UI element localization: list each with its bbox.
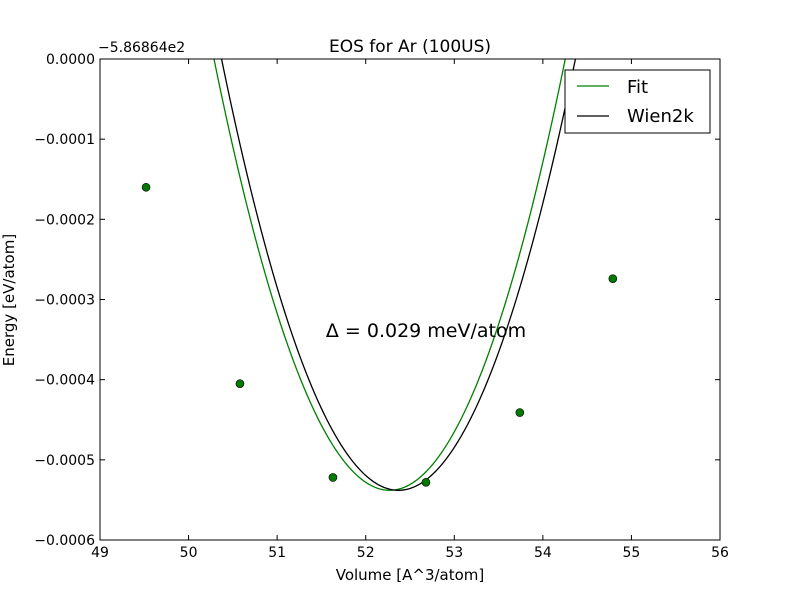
series-layer [213,59,577,491]
x-tick-label: 54 [534,545,552,561]
y-tick-label: −0.0001 [34,132,95,148]
chart-title: EOS for Ar (100US) [329,37,491,57]
y-tick-label: −0.0006 [34,533,95,549]
x-tick-label: 52 [357,545,375,561]
x-tick-label: 53 [445,545,463,561]
data-point [421,477,431,487]
legend-label-wien2k: Wien2k [627,106,694,127]
delta-annotation: Δ = 0.029 meV/atom [326,320,526,342]
data-points-layer [141,182,618,487]
fit-curve [213,59,566,491]
legend: Fit Wien2k [564,69,711,134]
y-tick-label: −0.0003 [34,293,95,309]
x-tick-label: 50 [180,545,198,561]
data-point [141,182,151,192]
data-point [328,473,338,482]
y-tick-label: −0.0004 [34,373,95,389]
x-axis: 49 50 51 52 53 54 55 56 [91,59,729,561]
y-axis: −0.0006 −0.0005 −0.0004 −0.0003 −0.0002 −0.00… [34,52,720,549]
data-point [515,408,525,417]
y-tick-label: 0.0000 [46,52,95,68]
x-tick-label: 56 [711,545,729,561]
y-offset-label: −5.86864e2 [98,40,185,56]
y-tick-label: −0.0002 [34,212,95,228]
x-axis-label: Volume [A^3/atom] [336,566,485,584]
y-tick-label: −0.0005 [34,453,95,469]
legend-box [564,69,711,134]
x-tick-label: 51 [268,545,286,561]
x-tick-label: 49 [91,545,109,561]
data-point [235,379,245,388]
data-point [608,274,618,283]
legend-label-fit: Fit [627,77,648,98]
x-tick-label: 55 [623,545,641,561]
wien2k-curve [220,59,577,491]
y-axis-label: Energy [eV/atom] [0,234,18,366]
